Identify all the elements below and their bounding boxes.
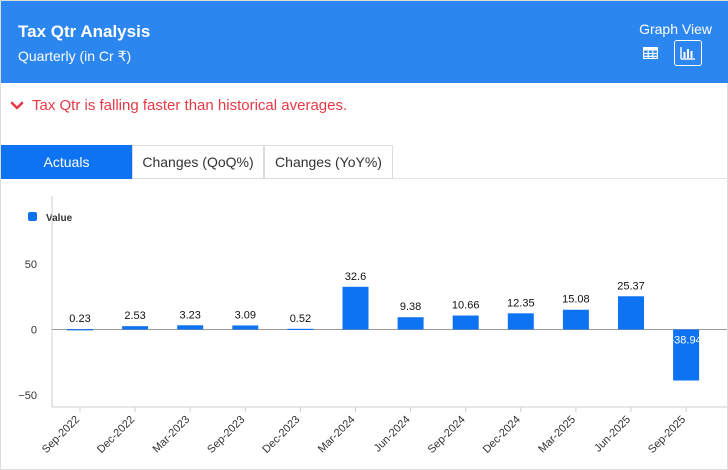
bar-data-label: 2.53	[124, 310, 145, 322]
card-subtitle: Quarterly (in Cr ₹)	[18, 48, 132, 64]
y-tick-label: 50	[25, 259, 37, 271]
x-tick-label: Sep-2023	[205, 414, 247, 456]
bar-data-label: 3.23	[179, 309, 200, 321]
table-view-button[interactable]	[636, 40, 664, 66]
x-tick-label: Mar-2023	[151, 414, 193, 456]
bar-data-label: 0.52	[290, 313, 311, 325]
x-tick-label: Sep-2024	[426, 414, 468, 456]
bar-data-label: 15.08	[562, 294, 590, 306]
x-tick-label: Dec-2022	[95, 414, 137, 456]
table-icon	[642, 47, 658, 59]
x-tick-label: Jun-2024	[372, 414, 413, 455]
bar[interactable]	[507, 313, 534, 330]
x-tick-label: Dec-2024	[481, 414, 523, 456]
x-tick-label: Mar-2024	[316, 414, 358, 456]
card-title: Tax Qtr Analysis	[18, 22, 151, 41]
x-tick-label: Mar-2025	[536, 414, 578, 456]
x-tick-label: Dec-2023	[260, 414, 302, 456]
x-tick-label: Sep-2025	[646, 414, 688, 456]
graph-view-button[interactable]	[674, 40, 702, 66]
view-tabs: Actuals Changes (QoQ%) Changes (YoY%)	[1, 145, 393, 179]
y-tick-label: −50	[18, 390, 37, 402]
trend-alert-text: Tax Qtr is falling faster than historica…	[32, 97, 348, 114]
bar-data-label: 10.66	[452, 300, 480, 312]
bar-data-label: -38.94	[670, 335, 701, 347]
bar-data-label: 3.09	[235, 309, 256, 321]
bar[interactable]	[452, 315, 479, 330]
bar[interactable]	[287, 328, 314, 331]
tab-changes-qoq[interactable]: Changes (QoQ%)	[132, 145, 264, 179]
bar[interactable]	[177, 325, 204, 330]
bar-data-label: 0.23	[69, 313, 90, 325]
tab-changes-yoy[interactable]: Changes (YoY%)	[264, 145, 393, 179]
trend-alert: Tax Qtr is falling faster than historica…	[10, 97, 347, 114]
tab-actuals[interactable]: Actuals	[1, 145, 132, 179]
tab-divider	[393, 178, 728, 179]
bar[interactable]	[397, 317, 424, 330]
bar-data-label: 9.38	[400, 301, 421, 313]
x-tick-label: Sep-2022	[40, 414, 82, 456]
bar[interactable]	[342, 286, 369, 330]
x-tick-label: Jun-2025	[592, 414, 633, 455]
bar-chart-icon	[680, 47, 695, 60]
bar[interactable]	[232, 325, 259, 330]
view-mode-label: Graph View	[639, 21, 712, 37]
bar[interactable]	[673, 329, 700, 381]
chevron-down-icon	[10, 101, 24, 109]
bar[interactable]	[67, 329, 93, 331]
bar-data-label: 25.37	[617, 280, 645, 292]
bar-data-label: 32.6	[345, 271, 366, 283]
legend-swatch	[28, 212, 37, 221]
bar[interactable]	[618, 296, 644, 330]
card-header: Tax Qtr Analysis Quarterly (in Cr ₹) Gra…	[1, 1, 728, 83]
bar-chart: Value 50 0 −50 0.23 Sep-2022 2.53 Dec-2022 3.23 M…	[18, 196, 727, 456]
chart-legend: Value	[28, 212, 73, 224]
bar[interactable]	[562, 309, 589, 330]
legend-label: Value	[46, 213, 73, 224]
bar[interactable]	[122, 326, 149, 330]
bar-data-label: 12.35	[507, 297, 535, 309]
y-tick-label: 0	[31, 325, 37, 337]
